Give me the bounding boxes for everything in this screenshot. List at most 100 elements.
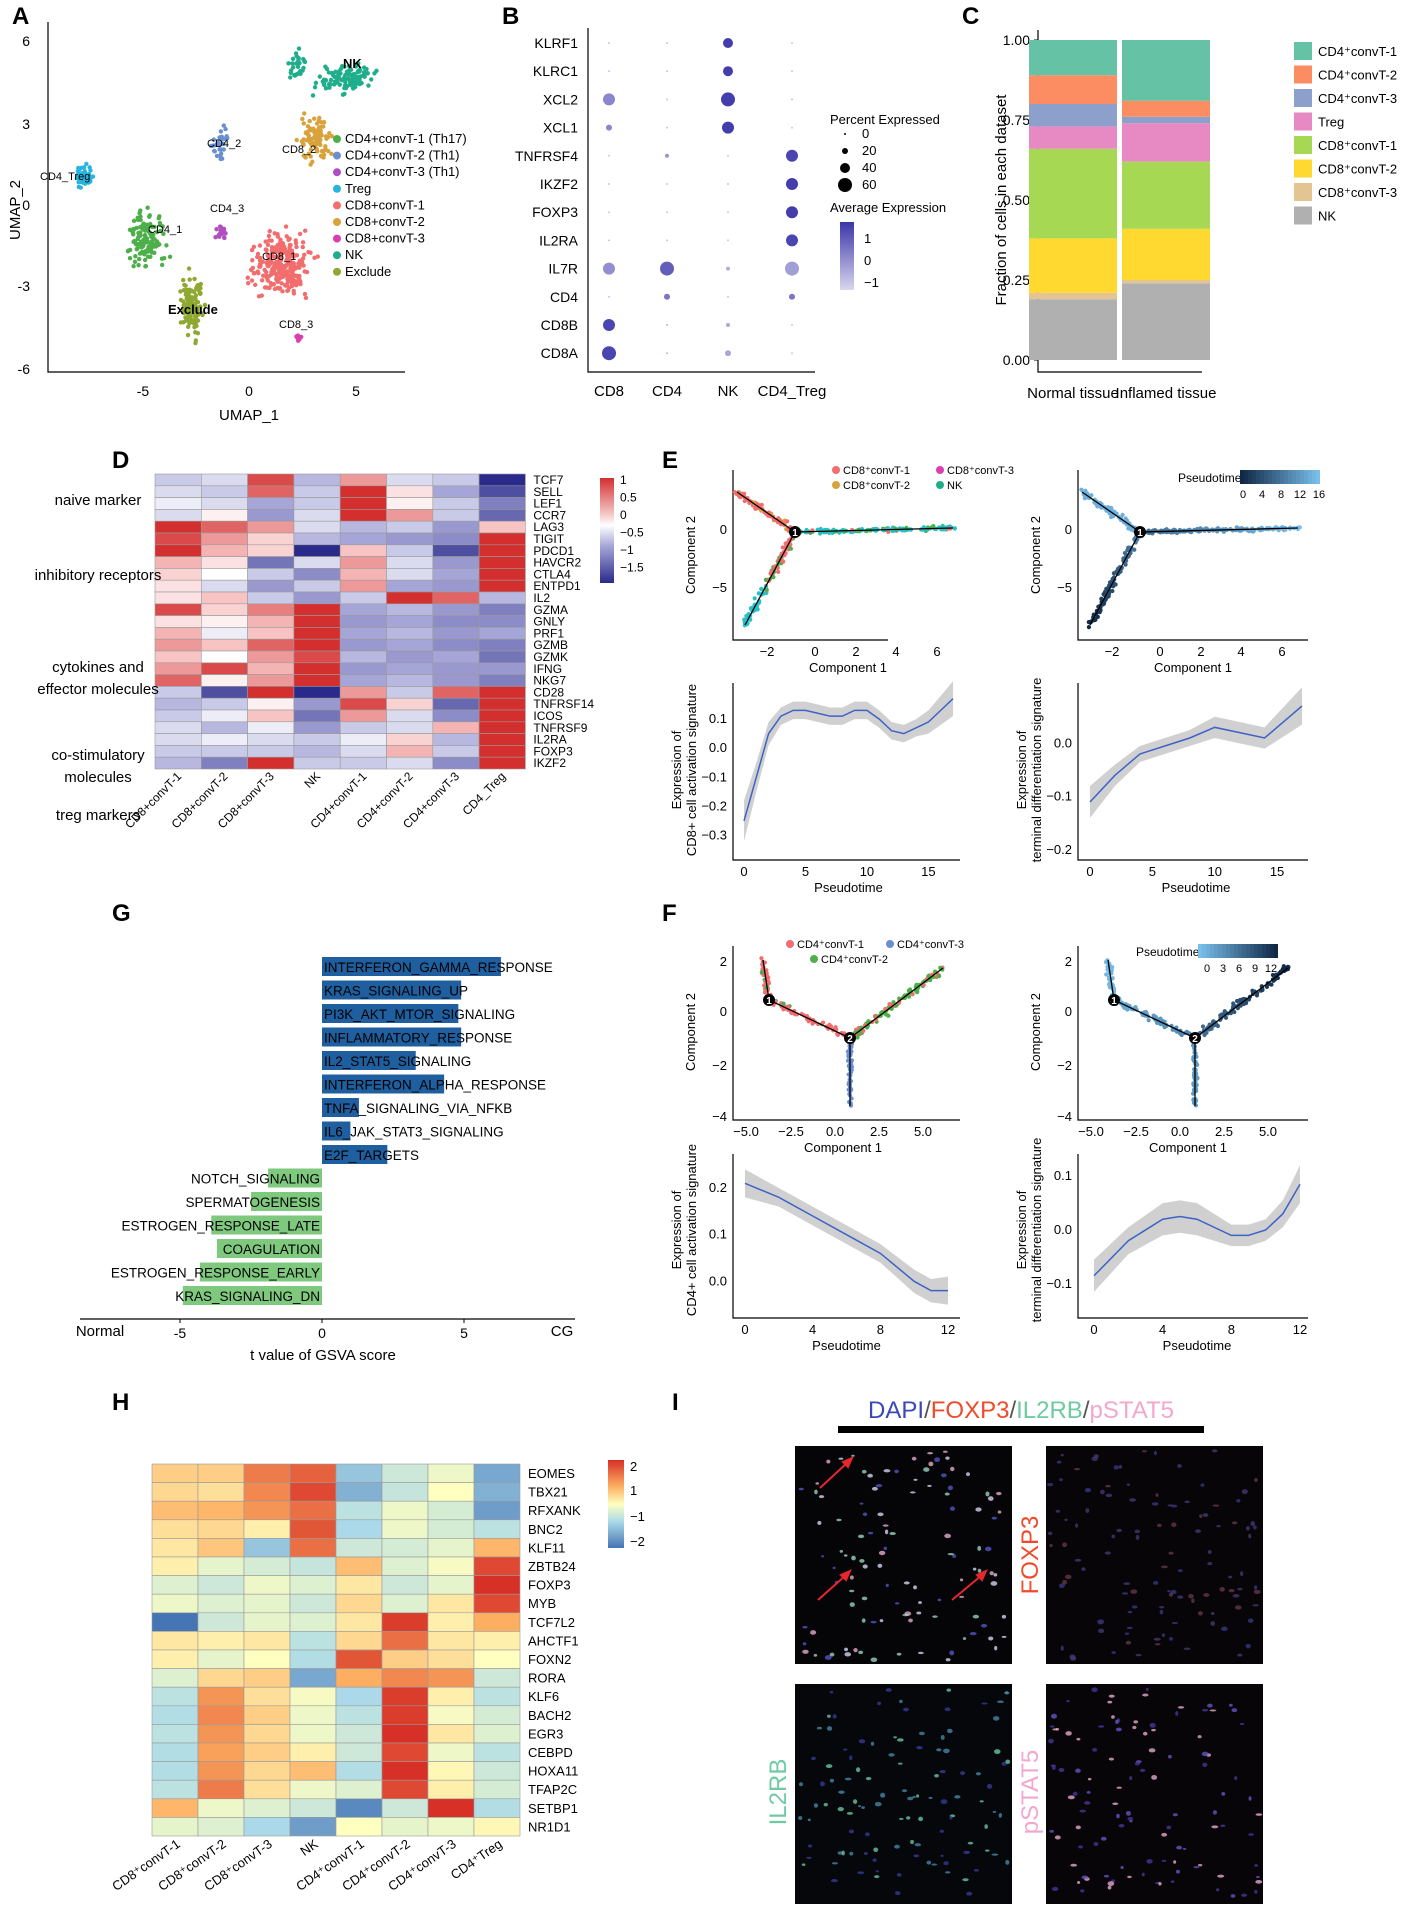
heatmap-d-cell [339, 627, 387, 640]
smooth-ytick: 0.2 [709, 1180, 727, 1195]
trajectory-point [1124, 518, 1130, 523]
umap-point [87, 178, 93, 183]
cell-nucleus [1232, 1593, 1240, 1598]
cell-nucleus [994, 1749, 1001, 1755]
umap-point [282, 270, 287, 275]
cell-nucleus [848, 1829, 855, 1834]
cell-nucleus [817, 1520, 822, 1526]
stacked-bar-category: Inflamed tissue [1116, 385, 1217, 402]
heatmap-h-cell [197, 1575, 245, 1595]
panel-h: H EOMESTBX21RFXANKBNC2KLF11ZBTB24FOXP3MY… [109, 1389, 645, 1894]
e-pt-bar [1312, 470, 1316, 484]
f-pt-bar [1234, 944, 1238, 958]
umap-legend-swatch [333, 218, 341, 226]
umap-point [138, 214, 143, 219]
heatmap-d-cell [478, 674, 526, 687]
cell-nucleus [1248, 1796, 1252, 1801]
dotplot-dot [603, 319, 615, 331]
imaging-cells [798, 1449, 1263, 1898]
umap-point [259, 278, 265, 283]
cell-nucleus [810, 1630, 817, 1635]
trajectory-node-label: 2 [847, 1034, 853, 1045]
heatmap-h-cell [197, 1817, 245, 1837]
cell-nucleus [1047, 1531, 1053, 1536]
cell-nucleus [1228, 1703, 1233, 1707]
cell-nucleus [909, 1491, 916, 1494]
dot-size-swatch [844, 133, 846, 135]
heatmap-d-cell [201, 709, 248, 723]
umap-point [348, 67, 354, 72]
heatmap-h-cell [473, 1575, 521, 1595]
cell-nucleus [1135, 1653, 1142, 1657]
umap-point [333, 80, 339, 85]
heatmap-h-cell [151, 1649, 199, 1669]
stacked-bar-legend-label: CD4⁺convT-2 [1318, 68, 1397, 83]
umap-point [347, 63, 352, 69]
cell-nucleus [842, 1748, 848, 1751]
e-legend-label: CD8⁺convT-1 [843, 465, 910, 477]
cell-nucleus [1146, 1859, 1153, 1864]
trajectory-ylabel: Component 2 [1028, 993, 1043, 1071]
cell-nucleus [798, 1487, 804, 1491]
heatmap-d-cell [247, 591, 295, 605]
heatmap-d-cell [154, 485, 202, 498]
confidence-band [1090, 687, 1302, 818]
smooth-ytick: −0.1 [1046, 789, 1072, 804]
cell-nucleus [1060, 1645, 1064, 1651]
heatmap-d-cell [339, 615, 387, 628]
gsva-bar [268, 1168, 322, 1188]
cell-nucleus [1177, 1569, 1183, 1573]
trajectory-point [1086, 625, 1092, 630]
cell-nucleus [940, 1799, 948, 1805]
f-pt-bar [1210, 944, 1214, 958]
trajectory-point [1234, 998, 1240, 1004]
f-pt-bar [1262, 944, 1266, 958]
heatmap-d-cell [201, 627, 248, 640]
cell-nucleus [944, 1707, 951, 1712]
trajectory-point [1223, 1015, 1229, 1020]
trajectory-xtick: 2.5 [870, 1124, 888, 1139]
e-pt-bar [1264, 470, 1268, 484]
heatmap-h-row-label: AHCTF1 [528, 1633, 579, 1648]
e-legend-swatch [936, 466, 944, 474]
cell-nucleus [1121, 1592, 1129, 1595]
cell-nucleus [824, 1655, 832, 1660]
cell-nucleus [837, 1851, 844, 1855]
cell-nucleus [839, 1549, 844, 1553]
heatmap-d-row-label: NKG7 [533, 674, 566, 688]
cell-nucleus [862, 1564, 868, 1569]
heatmap-h-cell [473, 1649, 521, 1669]
cell-nucleus [1127, 1875, 1132, 1879]
heatmap-h-cell [473, 1724, 521, 1744]
f-legend-swatch [810, 955, 818, 963]
trajectory-ytick: −4 [1057, 1109, 1072, 1124]
umap-point [340, 92, 346, 97]
cell-nucleus [1153, 1580, 1159, 1585]
cell-nucleus [985, 1491, 990, 1497]
heatmap-d-cell [386, 615, 434, 628]
umap-point [312, 85, 318, 90]
panel-label-i: I [672, 1389, 679, 1416]
umap-point [178, 289, 183, 294]
smooth-xtick: 0 [741, 1322, 748, 1337]
stacked-bar-segment [1122, 123, 1210, 162]
heatmap-d-cell [247, 745, 295, 758]
title-slash: / [1083, 1397, 1090, 1424]
heatmap-h-cell [381, 1519, 429, 1539]
cell-nucleus [1149, 1722, 1156, 1728]
trajectory-point [1104, 972, 1109, 977]
f-legend-label: CD4⁺convT-2 [821, 954, 888, 966]
heatmap-h-cell [473, 1798, 521, 1818]
heatmap-d-cell [478, 686, 526, 699]
heatmap-h-cell [473, 1612, 521, 1632]
trajectory-point [1079, 487, 1084, 492]
panel-d: D TCF7SELLLEF1CCR7LAG3TIGITPDCD1HAVCR2CT… [35, 447, 644, 831]
trajectory-point [931, 524, 936, 529]
cell-nucleus [1228, 1589, 1235, 1593]
umap-xtick: 0 [245, 383, 253, 399]
stacked-bar-segment [1029, 292, 1117, 300]
umap-point [314, 146, 319, 152]
smooth-xtick: 5 [802, 864, 809, 879]
cell-nucleus [991, 1516, 997, 1520]
